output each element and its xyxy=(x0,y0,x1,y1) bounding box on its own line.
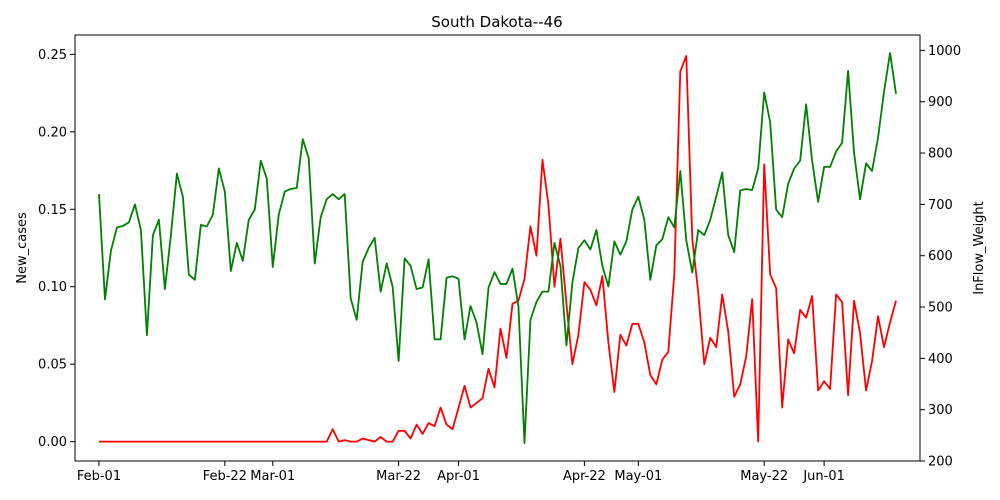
x-tick-label: Apr-22 xyxy=(563,469,606,484)
series-line-new-cases xyxy=(98,55,897,443)
y-axis-right-label: InFlow_Weight xyxy=(972,201,987,295)
y-right-tick-label: 200 xyxy=(928,455,953,470)
series-line-inflow-weight xyxy=(98,52,897,444)
x-tick-label: Mar-22 xyxy=(376,469,421,484)
y-right-tick-label: 300 xyxy=(928,403,953,418)
y-axis-left-label: New_cases xyxy=(15,212,30,284)
y-left-tick-label: 0.05 xyxy=(38,358,67,373)
plot-frame xyxy=(74,34,921,462)
y-right-tick-label: 1000 xyxy=(928,44,961,59)
x-tick-label: Jun-01 xyxy=(802,469,845,484)
y-axis-right: 200 300 400 500 600 700 800 900 1000 xyxy=(920,44,961,470)
x-axis: Feb-01 Feb-22 Mar-01 Mar-22 Apr-01 Apr-22 May-… xyxy=(77,461,845,484)
x-tick-label: May-01 xyxy=(614,469,662,484)
x-tick-label: Feb-01 xyxy=(77,469,121,484)
x-tick-label: Feb-22 xyxy=(203,469,247,484)
series-layer xyxy=(98,52,897,444)
y-right-tick-label: 500 xyxy=(928,301,953,316)
chart-title: South Dakota--46 xyxy=(431,13,562,31)
y-right-tick-label: 700 xyxy=(928,198,953,213)
x-tick-label: Apr-01 xyxy=(437,469,480,484)
y-right-tick-label: 900 xyxy=(928,95,953,110)
y-right-tick-label: 800 xyxy=(928,147,953,162)
y-left-tick-label: 0.15 xyxy=(38,203,67,218)
y-axis-left: 0.00 0.05 0.10 0.15 0.20 0.25 xyxy=(38,48,75,450)
y-right-tick-label: 600 xyxy=(928,249,953,264)
x-tick-label: May-22 xyxy=(740,469,788,484)
y-left-tick-label: 0.10 xyxy=(38,280,67,295)
plot-area xyxy=(75,35,920,461)
y-right-tick-label: 400 xyxy=(928,352,953,367)
y-left-tick-label: 0.00 xyxy=(38,435,67,450)
x-tick-label: Mar-01 xyxy=(250,469,295,484)
y-left-tick-label: 0.25 xyxy=(38,48,67,63)
y-left-tick-label: 0.20 xyxy=(38,125,67,140)
